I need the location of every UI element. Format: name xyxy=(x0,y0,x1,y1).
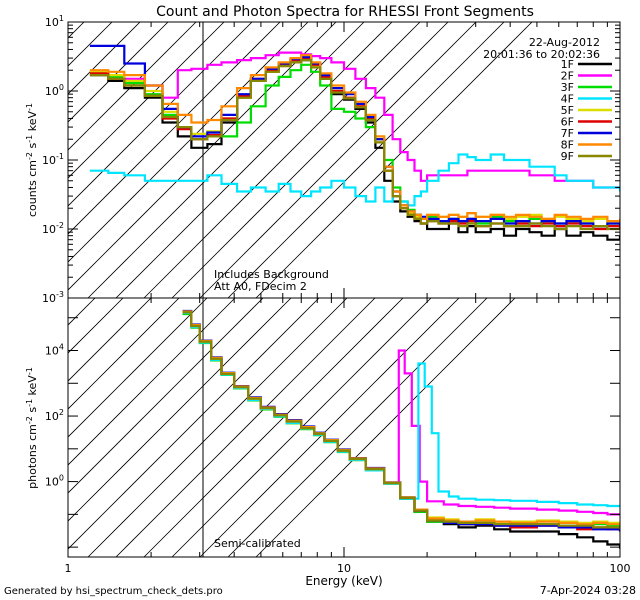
hatch-line xyxy=(87,22,365,298)
series-line-2F xyxy=(89,51,620,189)
figure-title: Count and Photon Spectra for RHESSI Fron… xyxy=(156,4,534,20)
y-tick-label: 100 xyxy=(45,474,64,489)
legend-label-7F: 7F xyxy=(561,127,574,140)
footer-generator: Generated by hsi_spectrum_check_dets.pro xyxy=(4,586,223,597)
hatch-line xyxy=(68,298,96,326)
hatch-line xyxy=(68,22,309,263)
annotation-background: Includes Background xyxy=(214,268,329,281)
bottom-y-axis-label: photons cm-2 s-1 keV-1 xyxy=(25,367,39,489)
legend-label-9F: 9F xyxy=(561,150,574,163)
hatch-line xyxy=(68,22,281,235)
y-tick-label: 10-2 xyxy=(42,221,64,236)
y-tick-label: 10-1 xyxy=(42,152,64,167)
hatch-line xyxy=(68,22,253,207)
hatch-line xyxy=(0,0,24,298)
legend-label-5F: 5F xyxy=(561,104,574,117)
hatch-line xyxy=(255,298,516,557)
hatch-line xyxy=(199,22,477,298)
top-axes: 10-3 10-2 10-1 100 101 xyxy=(42,14,620,305)
annotation-attenuator: Att A0, FDecim 2 xyxy=(214,280,307,293)
legend-label-3F: 3F xyxy=(561,81,574,94)
series-line-9F xyxy=(89,59,620,231)
annotation-semi-calibrated: Semi-calibrated xyxy=(214,537,301,550)
hatch-line xyxy=(199,298,460,557)
x-tick-label: 1 xyxy=(65,562,72,575)
hatch-region-top xyxy=(0,0,533,298)
footer-timestamp: 7-Apr-2024 03:28 xyxy=(540,584,636,597)
photon-spectrum-panel: 100 102 104 1 10 100 Semi-calibrated photons … xyxy=(0,257,631,575)
y-tick-label: 100 xyxy=(45,83,64,98)
count-spectrum-panel: 10-3 10-2 10-1 100 101 Includes Background A… xyxy=(0,0,621,305)
hatch-line xyxy=(255,22,533,298)
hatch-line xyxy=(68,22,197,151)
hatch-line xyxy=(0,257,24,557)
hatch-line xyxy=(68,298,292,522)
hatch-line xyxy=(143,298,404,557)
observation-time-range: 20:01:36 to 20:02:36 xyxy=(483,48,600,61)
photon-series xyxy=(182,309,620,549)
hatch-line xyxy=(115,22,393,298)
y-tick-label: 102 xyxy=(45,408,64,423)
hatch-line xyxy=(68,22,85,39)
hatch-line xyxy=(68,298,152,382)
legend-label-1F: 1F xyxy=(561,58,574,71)
series-line-3F xyxy=(89,63,620,228)
hatch-line xyxy=(68,22,141,95)
series-line-1F xyxy=(182,310,620,549)
legend-label-2F: 2F xyxy=(561,70,574,83)
observation-date: 22-Aug-2012 xyxy=(529,36,600,49)
bottom-axes: 100 102 104 1 10 100 xyxy=(45,298,631,575)
hatch-line xyxy=(68,298,264,494)
hatch-line xyxy=(68,298,320,550)
hatch-line xyxy=(143,22,421,298)
legend-label-6F: 6F xyxy=(561,116,574,129)
hatch-line xyxy=(68,298,180,410)
hatch-line xyxy=(227,22,505,298)
hatch-line xyxy=(68,22,225,179)
hatch-line xyxy=(68,22,337,291)
hatch-line xyxy=(87,298,348,557)
series-line-4F xyxy=(89,153,620,207)
y-tick-label: 104 xyxy=(45,343,64,358)
x-tick-label: 10 xyxy=(337,562,351,575)
y-tick-label: 10-3 xyxy=(42,290,64,305)
hatch-region-bottom xyxy=(0,257,516,557)
hatch-line xyxy=(68,298,124,354)
hatch-line xyxy=(68,22,113,67)
series-line-4F xyxy=(182,311,620,508)
series-line-9F xyxy=(182,311,620,530)
y-tick-label: 101 xyxy=(45,14,64,29)
x-axis-label: Energy (keV) xyxy=(305,574,382,588)
hatch-line xyxy=(227,298,488,557)
hatch-line xyxy=(68,298,208,438)
hatch-line xyxy=(171,298,432,557)
hatch-line xyxy=(171,22,449,298)
top-y-axis-label: counts cm-2 s-1 keV-1 xyxy=(25,103,39,217)
legend-label-4F: 4F xyxy=(561,93,574,106)
hatch-line xyxy=(68,22,169,123)
count-series xyxy=(89,44,620,241)
hatch-line xyxy=(68,298,236,466)
legend-label-8F: 8F xyxy=(561,139,574,152)
x-tick-label: 100 xyxy=(610,562,631,575)
bottom-plot-frame xyxy=(67,297,621,558)
